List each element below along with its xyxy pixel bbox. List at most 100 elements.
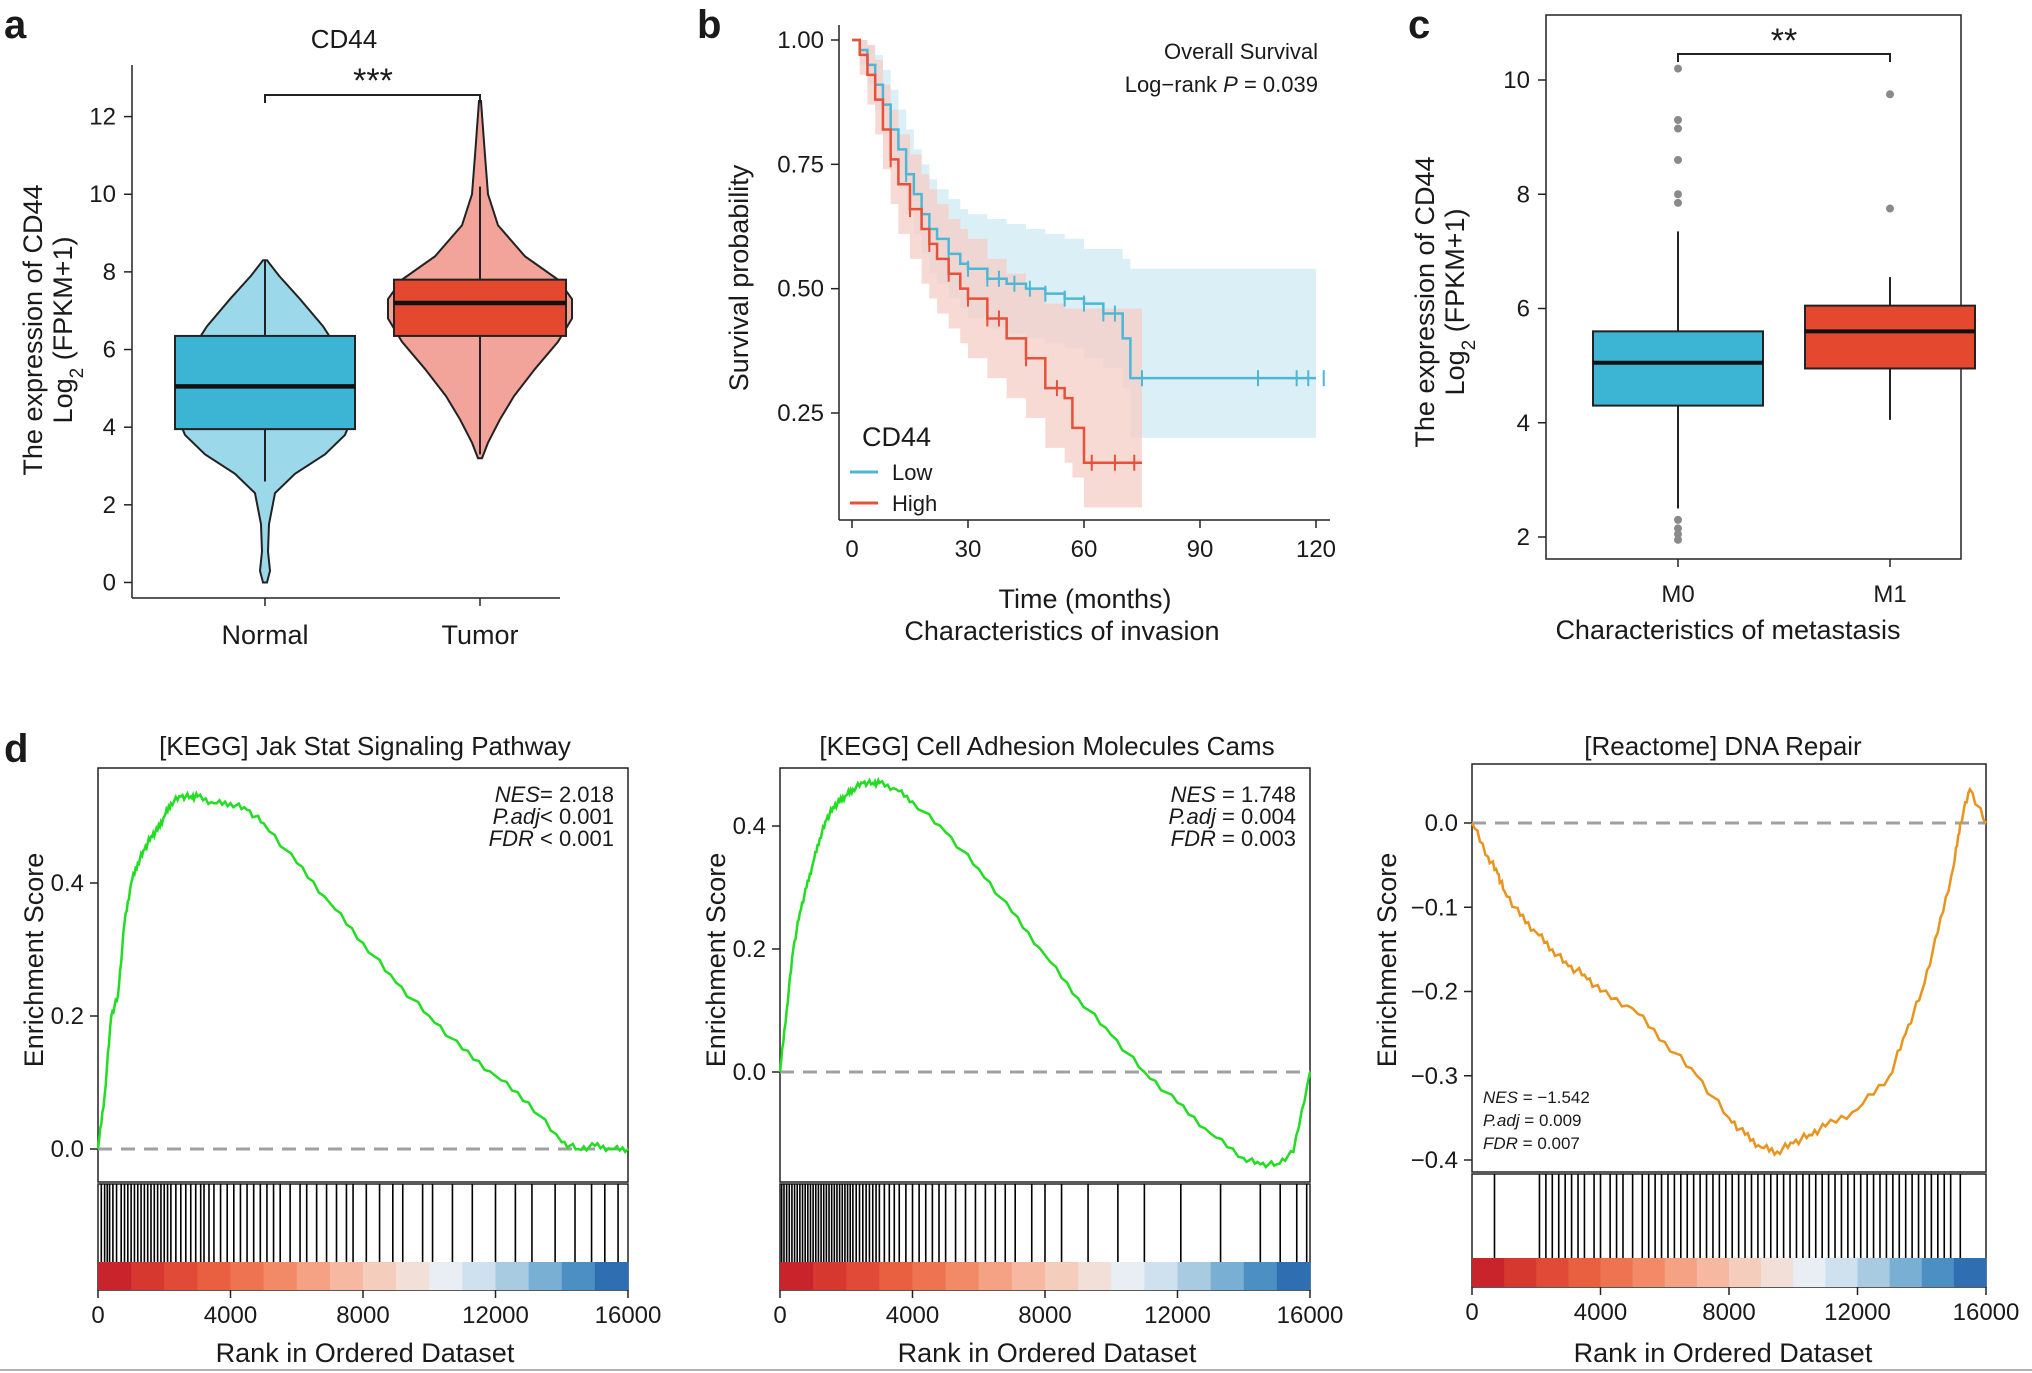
outlier-point bbox=[1674, 530, 1682, 539]
rank-metric-segment bbox=[1696, 1258, 1730, 1287]
es-plot-frame bbox=[779, 767, 1311, 1183]
nes-stat: NES = −1.542 bbox=[1483, 1088, 1590, 1107]
x-tick-label: 12000 bbox=[1824, 1299, 1891, 1326]
x-axis-ticks: M0 M1 bbox=[1661, 559, 1907, 608]
x-tick-label: 90 bbox=[1187, 536, 1214, 563]
gsea-stats: NES = −1.542 P.adj = 0.009 FDR = 0.007 bbox=[1483, 1088, 1590, 1153]
log-rank-label: Log−rank P = 0.039 bbox=[1125, 72, 1318, 97]
nes-label: NES bbox=[495, 782, 541, 807]
rank-metric-segment bbox=[1078, 1262, 1112, 1290]
y-tick-label: 0.2 bbox=[733, 936, 766, 963]
y-axis-title-log: Log bbox=[48, 378, 78, 423]
nes-value: 1.748 bbox=[1241, 782, 1296, 807]
x-axis-title: Characteristics of metastasis bbox=[1555, 615, 1900, 645]
rank-metric-segment bbox=[462, 1262, 497, 1290]
rank-metric-segment bbox=[197, 1262, 232, 1290]
fdr-value: 0.003 bbox=[1241, 826, 1296, 851]
x-tick-label: 8000 bbox=[1702, 1299, 1755, 1326]
rank-metric-segment bbox=[1729, 1258, 1762, 1287]
fdr-label: FDR bbox=[1171, 826, 1216, 851]
rank-metric-segment bbox=[528, 1262, 563, 1290]
log-rank-value: = 0.039 bbox=[1238, 72, 1318, 97]
box-m1 bbox=[1804, 304, 1976, 370]
y-tick-label: 4 bbox=[1517, 410, 1530, 437]
rank-metric-segment bbox=[879, 1262, 914, 1290]
y-tick-label: −0.4 bbox=[1411, 1147, 1458, 1174]
padj-sep: = bbox=[1216, 804, 1241, 829]
box-normal bbox=[174, 334, 356, 431]
padj-stat: P.adj = 0.004 bbox=[1169, 804, 1296, 829]
nes-sep: = bbox=[1518, 1088, 1537, 1107]
nes-value: 2.018 bbox=[559, 782, 614, 807]
rank-metric-segment bbox=[1536, 1258, 1569, 1287]
y-tick-label: 10 bbox=[1503, 67, 1530, 94]
rank-metric-segment bbox=[1857, 1258, 1891, 1287]
y-tick-label: −0.2 bbox=[1411, 979, 1458, 1006]
nes-stat: NES = 1.748 bbox=[1171, 782, 1296, 807]
x-tick-label: Normal bbox=[221, 620, 308, 650]
boxes bbox=[1592, 64, 1976, 544]
rank-metric-segment bbox=[1632, 1258, 1666, 1287]
y-tick-label: 10 bbox=[89, 181, 116, 208]
bracket-line bbox=[264, 94, 481, 103]
rank-metric-segment bbox=[1111, 1262, 1145, 1290]
gsea-stats: NES= 2.018 P.adj< 0.001 FDR < 0.001 bbox=[489, 782, 614, 851]
rank-metric-segment bbox=[1243, 1262, 1278, 1290]
x-tick-label: 8000 bbox=[1018, 1302, 1071, 1329]
y-axis-title: Enrichment Score bbox=[19, 853, 49, 1068]
rank-metric-segment bbox=[1600, 1258, 1634, 1287]
fdr-sep: = bbox=[1518, 1134, 1537, 1153]
panel-c-box-chart: The expression of CD44 Log2 (FPKM+1) 246… bbox=[1410, 14, 1976, 645]
panel-caption: Characteristics of invasion bbox=[904, 616, 1219, 646]
panel-label-a: a bbox=[4, 3, 27, 47]
violins bbox=[174, 100, 573, 584]
gsea-title: [KEGG] Cell Adhesion Molecules Cams bbox=[819, 731, 1274, 761]
rank-metric-segment bbox=[1953, 1258, 1987, 1287]
y-tick-label: 8 bbox=[103, 259, 116, 286]
padj-value: 0.001 bbox=[559, 804, 614, 829]
padj-value: 0.004 bbox=[1241, 804, 1296, 829]
running-es-line bbox=[778, 776, 1312, 1169]
rank-metric-segment bbox=[1889, 1258, 1923, 1287]
rank-metric-segment bbox=[1011, 1262, 1046, 1290]
fdr-label: FDR bbox=[489, 826, 534, 851]
rank-metric-segment bbox=[594, 1262, 629, 1290]
x-axis-title: Time (months) bbox=[998, 584, 1171, 614]
log-rank-p: P bbox=[1223, 72, 1238, 97]
outlier-point bbox=[1674, 524, 1682, 533]
rank-metric-segment bbox=[296, 1262, 331, 1290]
x-tick-label: 0 bbox=[91, 1302, 104, 1329]
fdr-stat: FDR = 0.007 bbox=[1483, 1134, 1580, 1153]
x-tick-label: 12000 bbox=[1144, 1302, 1211, 1329]
y-axis-ticks: 2 4 6 8 10 bbox=[1503, 67, 1546, 551]
panel-d-gsea-dna-repair: [Reactome] DNA Repair Enrichment Score R… bbox=[1372, 731, 2019, 1368]
y-tick-label: 0.75 bbox=[777, 151, 824, 178]
x-tick-label: 4000 bbox=[886, 1302, 939, 1329]
x-tick-label: 16000 bbox=[595, 1302, 662, 1329]
y-axis-title: The expression of CD44 bbox=[1410, 156, 1440, 447]
significance-label: ** bbox=[1771, 22, 1797, 60]
y-tick-label: 0.4 bbox=[51, 870, 84, 897]
ci-band-high bbox=[852, 40, 1142, 508]
nes-sep: = bbox=[1216, 782, 1241, 807]
y-tick-label: 2 bbox=[103, 492, 116, 519]
outlier-point bbox=[1886, 204, 1894, 213]
y-axis-title-fpkm: (FPKM+1) bbox=[1440, 209, 1470, 340]
fdr-value: 0.001 bbox=[559, 826, 614, 851]
x-tick-label: 0 bbox=[773, 1302, 786, 1329]
gsea-title: [Reactome] DNA Repair bbox=[1584, 731, 1862, 761]
panel-label-c: c bbox=[1408, 3, 1430, 47]
y-tick-label: 6 bbox=[103, 337, 116, 364]
overall-survival-label: Overall Survival bbox=[1164, 39, 1318, 64]
y-axis-title-unit: Log2 (FPKM+1) bbox=[1440, 209, 1480, 396]
rank-metric-segment bbox=[495, 1262, 530, 1290]
padj-label: P.adj bbox=[1483, 1111, 1521, 1130]
box-m0 bbox=[1592, 330, 1764, 407]
fdr-label: FDR bbox=[1483, 1134, 1518, 1153]
rank-metric-segment bbox=[1825, 1258, 1859, 1287]
es-plot-frame bbox=[97, 767, 629, 1183]
x-tick-label: Tumor bbox=[441, 620, 518, 650]
rank-metric-segment bbox=[1793, 1258, 1826, 1287]
outlier-point bbox=[1674, 115, 1682, 124]
